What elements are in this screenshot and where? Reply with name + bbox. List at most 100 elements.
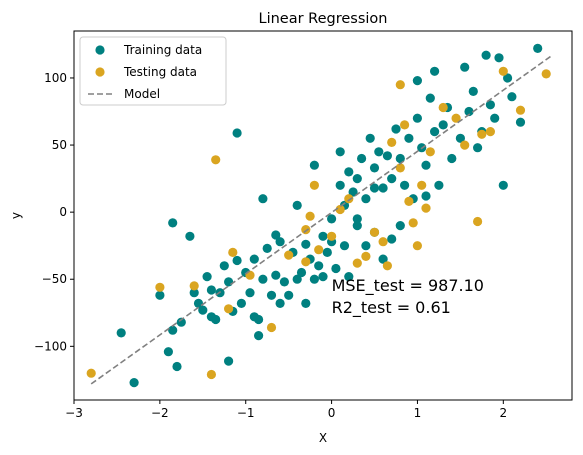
training-point (481, 50, 491, 60)
training-point (430, 66, 440, 76)
training-point (271, 270, 281, 280)
training-point (412, 76, 422, 86)
training-point (275, 298, 285, 308)
training-point (352, 221, 362, 231)
training-point (378, 183, 388, 193)
testing-point (395, 163, 405, 173)
training-point (258, 194, 268, 204)
training-point (464, 106, 474, 117)
training-point (344, 272, 354, 282)
training-point (232, 255, 242, 266)
training-point (176, 317, 186, 327)
training-point (271, 230, 281, 240)
testing-point (404, 196, 414, 206)
training-point (292, 200, 302, 210)
training-point (245, 288, 255, 298)
testing-point (400, 120, 410, 130)
testing-point (369, 227, 380, 237)
training-point (309, 274, 319, 284)
training-point (172, 361, 182, 372)
training-point (318, 231, 328, 241)
y-tick-label: −50 (42, 272, 67, 286)
training-point (236, 298, 246, 308)
training-point (254, 314, 264, 325)
testing-point (541, 69, 551, 79)
training-point (327, 214, 337, 224)
y-tick-label: −100 (34, 339, 67, 353)
testing-point (451, 113, 461, 123)
legend-training-label: Training data (123, 43, 202, 57)
testing-point (387, 137, 397, 147)
training-point (189, 288, 199, 298)
testing-point (266, 322, 277, 333)
training-point (533, 43, 543, 54)
testing-point (189, 281, 199, 291)
testing-point (460, 140, 470, 150)
training-point (369, 163, 380, 173)
chart-title: Linear Regression (259, 11, 388, 27)
testing-point (352, 258, 362, 268)
training-point (387, 234, 397, 244)
x-tick-label: −1 (237, 406, 255, 420)
training-point (296, 267, 307, 278)
training-point (494, 53, 504, 63)
training-point (198, 305, 208, 315)
training-point (331, 263, 341, 274)
training-point (232, 128, 242, 138)
testing-point (361, 251, 371, 261)
testing-point (335, 204, 345, 215)
plot-frame (73, 30, 573, 401)
testing-point (155, 282, 165, 292)
training-point (400, 180, 410, 190)
training-point (468, 86, 478, 96)
training-point (507, 92, 517, 102)
training-point (163, 347, 173, 357)
training-point (434, 180, 444, 190)
testing-point (305, 211, 315, 221)
x-tick-label: 1 (414, 406, 422, 420)
training-point (211, 314, 221, 325)
training-point (219, 261, 229, 271)
testing-point (438, 102, 448, 113)
training-point (485, 100, 495, 110)
x-tick-label: 0 (328, 406, 336, 420)
training-point (412, 113, 422, 123)
training-point (430, 127, 440, 137)
training-point (395, 221, 405, 231)
training-point (168, 325, 178, 335)
training-point (314, 261, 324, 271)
testing-point (314, 245, 324, 255)
training-point (357, 153, 367, 164)
training-point (275, 237, 285, 247)
training-point (301, 239, 311, 249)
training-point (352, 214, 362, 224)
training-point (447, 153, 457, 164)
training-point (425, 93, 435, 103)
testing-point (86, 368, 96, 378)
training-point (254, 331, 264, 341)
legend-testing-marker (95, 67, 105, 77)
training-point (395, 153, 405, 164)
training-point (490, 113, 500, 123)
training-point (266, 290, 277, 300)
training-point (348, 187, 358, 197)
training-point (455, 133, 465, 143)
training-point (129, 378, 139, 388)
testing-point (425, 147, 435, 157)
testing-point (378, 237, 388, 247)
training-point (361, 241, 371, 251)
training-point (515, 117, 526, 127)
training-point (378, 254, 388, 264)
training-point (279, 277, 289, 287)
testing-point (412, 241, 422, 251)
training-point (258, 274, 268, 284)
training-point (361, 194, 371, 204)
testing-point (344, 194, 354, 204)
testing-point (417, 180, 427, 190)
training-point (498, 180, 508, 190)
testing-point (382, 261, 392, 271)
r2-annotation: R2_test = 0.61 (332, 298, 451, 318)
training-point (404, 133, 414, 143)
training-point (365, 133, 375, 143)
